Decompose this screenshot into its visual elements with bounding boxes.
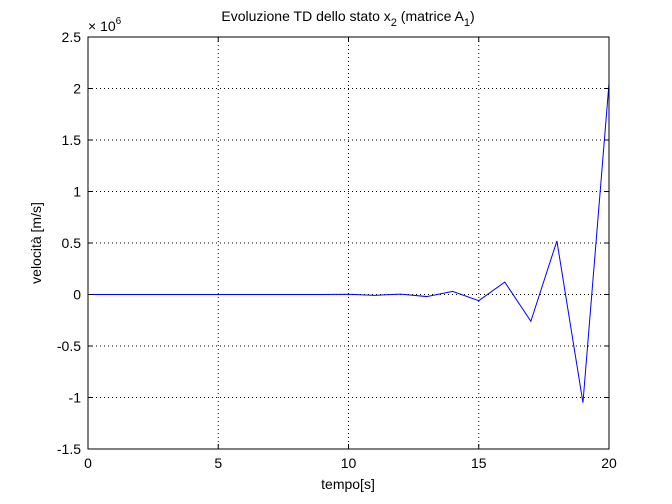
series-line-0 — [88, 83, 610, 403]
y-tick-label-8: 2.5 — [62, 29, 82, 45]
y-tick-label-7: 2 — [73, 81, 81, 97]
y-tick-label-0: -1.5 — [57, 441, 81, 457]
x-axis-label: tempo[s] — [321, 476, 375, 492]
x-tick-label-3: 15 — [471, 455, 487, 471]
y-scale-base: × 10 — [88, 18, 116, 34]
title-middle: (matrice A — [397, 8, 465, 24]
y-axis-label: velocità [m/s] — [28, 202, 44, 284]
series-layer — [88, 83, 610, 403]
title-subscript-state: 2 — [391, 17, 397, 29]
title-prefix: Evoluzione TD dello stato x — [221, 8, 390, 24]
x-tick-label-0: 0 — [84, 455, 92, 471]
y-tick-label-1: -1 — [69, 390, 82, 406]
x-tick-label-4: 20 — [601, 455, 617, 471]
title-suffix: ) — [470, 8, 475, 24]
y-tick-label-2: -0.5 — [57, 338, 81, 354]
y-tick-label-6: 1.5 — [62, 132, 82, 148]
y-tick-label-4: 0.5 — [62, 235, 82, 251]
y-scale-exponent: 6 — [116, 16, 122, 27]
y-scale-factor: × 106 — [88, 16, 122, 34]
ticks: 0 5 10 15 20 -1.5 -1 -0.5 0 0.5 1 1.5 2 2.5 — [57, 29, 617, 471]
chart-title: Evoluzione TD dello stato x2 (matrice A1… — [221, 8, 474, 29]
y-tick-label-3: 0 — [73, 287, 81, 303]
x-tick-label-1: 5 — [214, 455, 222, 471]
x-tick-label-2: 10 — [341, 455, 357, 471]
title-subscript-matrix: 1 — [464, 17, 470, 29]
y-tick-label-5: 1 — [73, 184, 81, 200]
